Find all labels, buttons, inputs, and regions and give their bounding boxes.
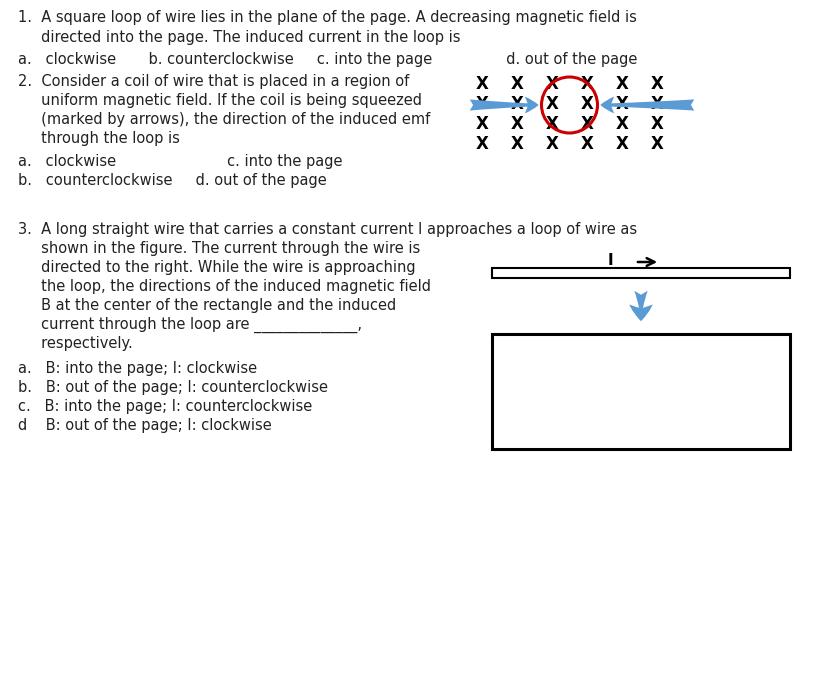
Text: X: X <box>510 135 524 153</box>
Text: a.   B: into the page; I: clockwise: a. B: into the page; I: clockwise <box>18 361 257 376</box>
Text: X: X <box>616 75 628 93</box>
Text: c.   B: into the page; I: counterclockwise: c. B: into the page; I: counterclockwise <box>18 399 313 414</box>
Text: X: X <box>546 135 558 153</box>
Text: X: X <box>616 95 628 113</box>
Text: a.   clockwise       b. counterclockwise     c. into the page                d. : a. clockwise b. counterclockwise c. into… <box>18 52 638 67</box>
Text: X: X <box>650 95 664 113</box>
Text: d    B: out of the page; I: clockwise: d B: out of the page; I: clockwise <box>18 418 272 433</box>
Text: I: I <box>608 253 613 268</box>
Text: b.   B: out of the page; I: counterclockwise: b. B: out of the page; I: counterclockwi… <box>18 380 328 395</box>
Text: X: X <box>475 135 489 153</box>
Text: X: X <box>581 95 593 113</box>
Text: X: X <box>510 75 524 93</box>
Text: the loop, the directions of the induced magnetic field: the loop, the directions of the induced … <box>18 279 431 294</box>
Text: 1.  A square loop of wire lies in the plane of the page. A decreasing magnetic f: 1. A square loop of wire lies in the pla… <box>18 10 637 25</box>
Text: 2.  Consider a coil of wire that is placed in a region of: 2. Consider a coil of wire that is place… <box>18 74 409 89</box>
Bar <box>492 334 790 449</box>
Text: X: X <box>475 115 489 133</box>
Text: X: X <box>616 115 628 133</box>
Text: uniform magnetic field. If the coil is being squeezed: uniform magnetic field. If the coil is b… <box>18 93 422 108</box>
Text: 3.  A long straight wire that carries a constant current I approaches a loop of : 3. A long straight wire that carries a c… <box>18 222 637 237</box>
Text: directed into the page. The induced current in the loop is: directed into the page. The induced curr… <box>18 30 461 45</box>
Text: current through the loop are ______________,: current through the loop are ___________… <box>18 317 362 333</box>
Text: X: X <box>475 75 489 93</box>
Bar <box>492 268 790 278</box>
Text: X: X <box>616 135 628 153</box>
Text: a.   clockwise                        c. into the page: a. clockwise c. into the page <box>18 154 343 169</box>
Text: X: X <box>546 95 558 113</box>
Text: X: X <box>581 135 593 153</box>
Text: X: X <box>510 95 524 113</box>
Text: X: X <box>581 115 593 133</box>
Text: through the loop is: through the loop is <box>18 131 180 146</box>
Text: b.   counterclockwise     d. out of the page: b. counterclockwise d. out of the page <box>18 173 327 188</box>
Text: X: X <box>510 115 524 133</box>
Text: X: X <box>546 115 558 133</box>
Text: X: X <box>650 75 664 93</box>
Text: X: X <box>650 135 664 153</box>
Text: B at the center of the rectangle and the induced: B at the center of the rectangle and the… <box>18 298 396 313</box>
Text: (marked by arrows), the direction of the induced emf: (marked by arrows), the direction of the… <box>18 112 430 127</box>
Text: shown in the figure. The current through the wire is: shown in the figure. The current through… <box>18 241 420 256</box>
Text: directed to the right. While the wire is approaching: directed to the right. While the wire is… <box>18 260 416 275</box>
Text: X: X <box>581 75 593 93</box>
Text: X: X <box>546 75 558 93</box>
Text: X: X <box>475 95 489 113</box>
Text: respectively.: respectively. <box>18 336 132 351</box>
Text: X: X <box>650 115 664 133</box>
